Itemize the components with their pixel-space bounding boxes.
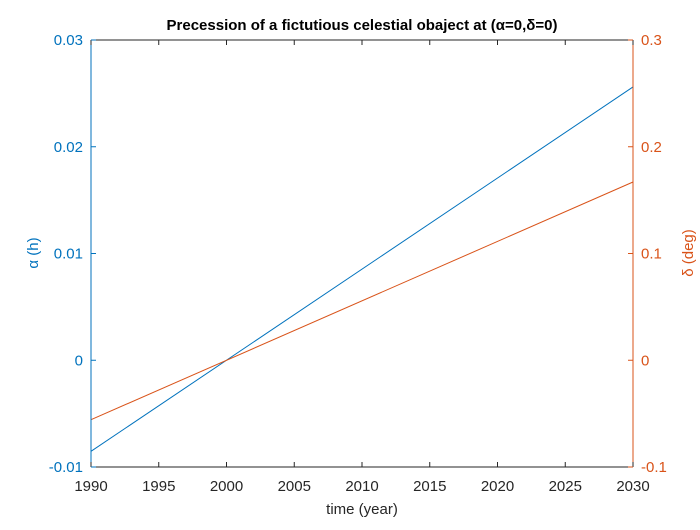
series-line-1 <box>90 86 634 452</box>
x-tick-label: 2020 <box>481 478 514 495</box>
left-axis-label: α (h) <box>25 237 42 268</box>
x-tick-label: 2030 <box>616 478 649 495</box>
left-tick-label: 0.03 <box>54 32 83 49</box>
x-tick-label: 2005 <box>278 478 311 495</box>
left-tick-label: -0.01 <box>49 459 83 476</box>
left-tick-label: 0.01 <box>54 246 83 263</box>
x-tick-label: 2025 <box>549 478 582 495</box>
x-tick-label: 2015 <box>413 478 446 495</box>
x-tick-label: 1995 <box>142 478 175 495</box>
chart-title: Precession of a fictutious celestial oba… <box>167 17 558 34</box>
x-tick-label: 2010 <box>345 478 378 495</box>
left-tick-label: 0.02 <box>54 139 83 156</box>
x-axis-label: time (year) <box>326 501 398 518</box>
right-tick-label: 0.3 <box>641 32 662 49</box>
left-tick-label: 0 <box>75 352 83 369</box>
x-tick-label: 2000 <box>210 478 243 495</box>
right-tick-label: 0.1 <box>641 246 662 263</box>
right-tick-label: -0.1 <box>641 459 667 476</box>
axes-layer: 1990 1995 2000 2005 2010 2015 2020 2025 2030 -0.0… <box>49 32 667 495</box>
x-tick-label: 1990 <box>74 478 107 495</box>
series-line-2 <box>90 181 634 421</box>
plot-area <box>91 40 633 467</box>
series-layer <box>90 86 634 452</box>
right-tick-label: 0.2 <box>641 139 662 156</box>
right-axis-label: δ (deg) <box>680 229 697 277</box>
right-tick-label: 0 <box>641 352 649 369</box>
